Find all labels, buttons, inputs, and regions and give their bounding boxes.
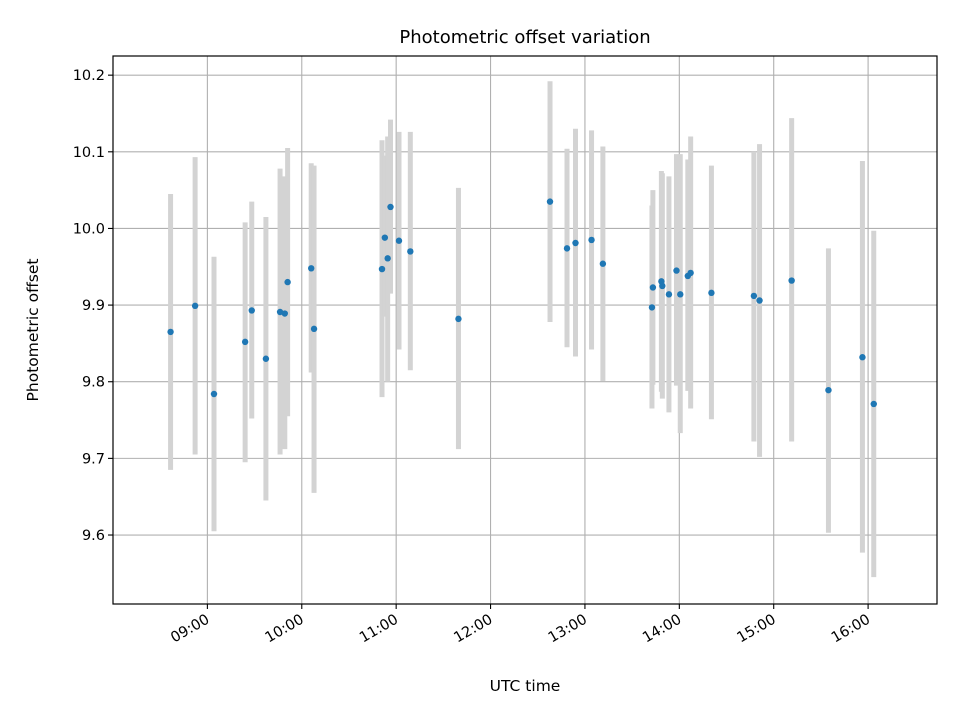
data-point [572, 239, 579, 247]
data-point [381, 234, 389, 241]
y-axis-label: Photometric offset [24, 259, 42, 402]
data-point [825, 386, 832, 394]
data-point [378, 265, 386, 273]
data-point [788, 277, 795, 284]
y-tick-label: 10.1 [73, 145, 105, 161]
y-tick-label: 9.8 [82, 375, 105, 391]
data-point [248, 307, 255, 314]
data-point [262, 355, 270, 362]
data-point [708, 289, 715, 297]
data-point [750, 292, 758, 300]
data-point [648, 304, 656, 311]
data-point [870, 400, 877, 408]
data-point [455, 315, 462, 323]
data-point [665, 291, 673, 298]
plot-frame [112, 55, 938, 605]
data-point [677, 291, 684, 298]
data-point [308, 265, 315, 272]
data-point [673, 267, 680, 274]
data-point [659, 282, 666, 290]
data-point [649, 284, 657, 291]
data-points [167, 198, 877, 408]
y-axis-ticks: 9.6 9.7 9.8 9.9 10.0 10.1 10.2 [73, 68, 113, 544]
data-point [407, 248, 414, 255]
y-tick-label: 10.0 [73, 221, 105, 237]
data-point [599, 260, 607, 267]
data-point [859, 354, 866, 361]
data-point [687, 269, 694, 277]
data-point [241, 338, 249, 346]
data-point [284, 278, 291, 286]
data-point [384, 255, 391, 262]
data-point [563, 245, 571, 252]
data-point [167, 328, 174, 336]
data-point [756, 297, 763, 304]
data-point [588, 236, 595, 244]
data-point [191, 302, 199, 310]
y-tick-label: 9.9 [82, 298, 105, 314]
data-point [210, 390, 218, 398]
data-point [281, 310, 288, 317]
x-axis-label: UTC time [490, 677, 561, 695]
data-point [387, 203, 394, 211]
chart-title: Photometric offset variation [399, 27, 650, 48]
data-point [395, 237, 403, 244]
data-point [546, 198, 554, 205]
data-point [310, 325, 318, 333]
y-tick-label: 10.2 [73, 68, 105, 84]
y-tick-label: 9.7 [82, 451, 105, 467]
y-tick-label: 9.6 [82, 528, 105, 544]
